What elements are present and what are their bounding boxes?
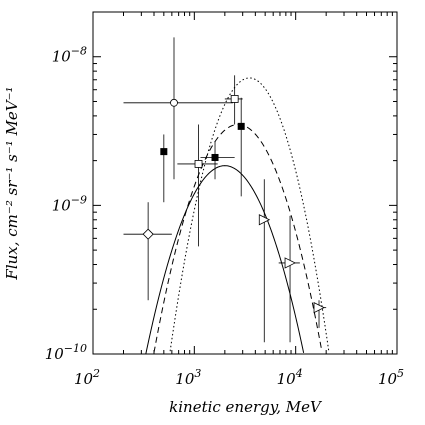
point-open-circle bbox=[170, 98, 178, 107]
point-open-diamond bbox=[142, 228, 154, 240]
point-filled-square bbox=[237, 122, 245, 130]
x-axis-label: kinetic energy, MeV bbox=[169, 398, 323, 416]
x-tick-label: 102 bbox=[74, 367, 100, 388]
point-filled-square bbox=[211, 153, 219, 161]
x-tick-label: 104 bbox=[277, 367, 303, 388]
point-filled-square bbox=[160, 148, 168, 156]
x-tick-label: 103 bbox=[175, 367, 201, 388]
model-curves bbox=[145, 77, 330, 354]
point-open-square bbox=[194, 160, 203, 168]
y-axis: 10−10 10−9 10−8 bbox=[45, 11, 397, 363]
point-open-triangle bbox=[313, 302, 325, 314]
error-bars bbox=[123, 37, 327, 343]
x-axis: 102 103 104 105 bbox=[74, 12, 404, 388]
point-open-triangle bbox=[284, 257, 296, 269]
plot-frame bbox=[92, 11, 398, 355]
y-tick-label: 10−9 bbox=[52, 193, 87, 214]
x-tick-label: 105 bbox=[378, 367, 404, 388]
curve-dashed bbox=[153, 124, 323, 353]
y-tick-label: 10−8 bbox=[52, 45, 87, 66]
point-open-square bbox=[230, 95, 239, 103]
curve-dotted bbox=[169, 77, 330, 352]
data-markers bbox=[142, 95, 325, 314]
curve-solid bbox=[145, 165, 305, 354]
y-tick-label: 10−10 bbox=[45, 342, 87, 363]
y-axis-label: Flux, cm⁻² sr⁻¹ s⁻¹ MeV⁻¹ bbox=[3, 86, 21, 280]
point-open-triangle bbox=[258, 214, 271, 226]
